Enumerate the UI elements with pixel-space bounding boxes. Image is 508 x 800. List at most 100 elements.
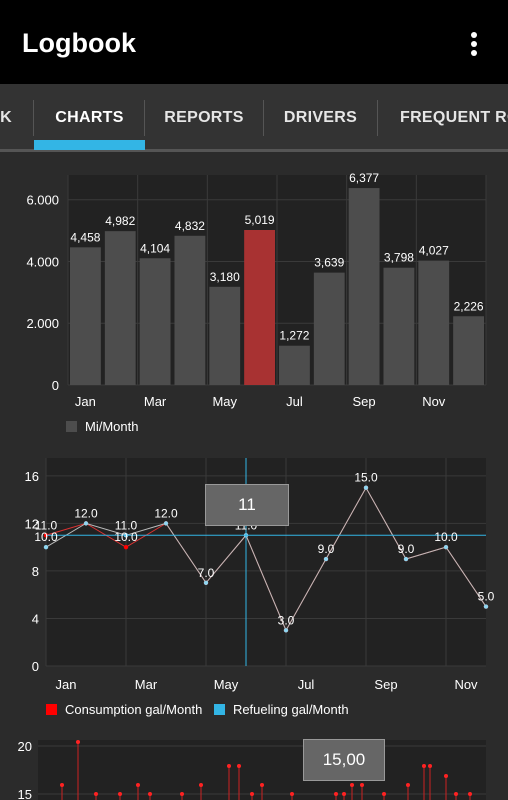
x-tick-label: Sep <box>353 394 376 409</box>
x-tick-label: Nov <box>454 677 478 692</box>
tab-divider <box>263 100 264 136</box>
x-tick-label: Jul <box>298 677 315 692</box>
scatter-point <box>260 783 264 787</box>
legend-label: Mi/Month <box>85 419 139 434</box>
bar <box>313 272 345 385</box>
x-tick-label: Nov <box>422 394 446 409</box>
tab-divider <box>377 100 378 136</box>
overflow-menu-icon[interactable] <box>462 30 486 58</box>
bar-value-label: 4,458 <box>70 230 100 244</box>
tab-charts[interactable]: CHARTS <box>55 109 124 126</box>
bar-value-label: 4,027 <box>419 244 449 258</box>
scatter-point <box>342 792 346 796</box>
bar <box>348 188 380 385</box>
bar <box>418 260 450 385</box>
bar <box>70 247 101 385</box>
series-point <box>43 544 49 550</box>
y-tick-label: 6.000 <box>26 193 59 208</box>
series-point <box>123 544 129 550</box>
tab-drivers[interactable]: DRIVERS <box>283 109 358 126</box>
scatter-point <box>422 764 426 768</box>
x-tick-label: May <box>212 394 237 409</box>
bar <box>139 258 171 385</box>
scatter-point <box>350 783 354 787</box>
bar-value-label: 3,798 <box>384 251 414 265</box>
point-value-label: 10.0 <box>114 530 138 544</box>
scatter-point <box>334 792 338 796</box>
bar <box>383 267 415 385</box>
y-tick-label: 4.000 <box>26 254 59 269</box>
series-point <box>363 485 369 490</box>
legend-label: Refueling gal/Month <box>232 702 349 717</box>
scatter-point <box>382 792 386 796</box>
tab-logbook[interactable]: K <box>0 109 12 126</box>
bar-value-label: 5,019 <box>245 213 275 227</box>
tab-divider <box>33 100 34 136</box>
series-point <box>323 556 329 562</box>
point-value-label: 9.0 <box>318 542 335 556</box>
point-value-label: 10.0 <box>434 530 458 544</box>
y-tick-label: 0 <box>32 659 39 674</box>
series-line <box>45 486 487 632</box>
point-value-label: 5.0 <box>478 590 495 604</box>
point-value-label: 10.0 <box>34 530 58 544</box>
scatter-point <box>199 783 203 787</box>
point-value-label: 9.0 <box>398 542 415 556</box>
line-chart-legend: Consumption gal/Month Refueling gal/Mont… <box>46 702 349 717</box>
scatter-point <box>76 740 80 744</box>
legend-swatch <box>213 704 225 715</box>
y-tick-label: 4 <box>32 611 39 626</box>
scatter-point <box>94 792 98 796</box>
x-tick-label: Sep <box>374 677 397 692</box>
scatter-point <box>148 792 152 796</box>
scatter-chart-tooltip: 15,00 <box>303 739 385 781</box>
bar-value-label: 1,272 <box>279 329 309 343</box>
app-title: Logbook <box>22 28 136 58</box>
y-tick-label: 20 <box>18 739 32 754</box>
scatter-point <box>444 774 448 778</box>
bar <box>279 345 310 385</box>
scatter-point <box>428 764 432 768</box>
series-point <box>83 521 89 526</box>
series-point <box>443 544 449 550</box>
x-tick-label: Mar <box>135 677 158 692</box>
x-tick-label: May <box>214 677 239 692</box>
x-tick-label: Jan <box>75 394 96 409</box>
scatter-point <box>250 792 254 796</box>
tab-frequent-routes[interactable]: FREQUENT RO <box>400 109 508 126</box>
bar-value-label: 3,180 <box>210 270 240 284</box>
series-point <box>163 521 169 526</box>
point-value-label: 11.0 <box>115 518 138 532</box>
tab-bar-underline <box>0 149 508 152</box>
bar-value-label: 3,639 <box>314 256 344 270</box>
scatter-point <box>180 792 184 796</box>
scatter-point <box>454 792 458 796</box>
tab-reports[interactable]: REPORTS <box>164 109 244 126</box>
bar <box>209 286 241 385</box>
scatter-point <box>227 764 231 768</box>
bar-value-label: 2,226 <box>454 299 484 313</box>
x-tick-label: Jul <box>286 394 303 409</box>
bar-value-label: 4,832 <box>175 219 205 233</box>
series-point <box>283 628 289 633</box>
x-tick-label: Mar <box>144 394 167 409</box>
series-point <box>203 580 209 585</box>
y-tick-label: 12 <box>25 516 39 531</box>
legend-label: Consumption gal/Month <box>65 702 203 717</box>
series-point <box>403 556 409 562</box>
y-tick-label: 2.000 <box>26 316 59 331</box>
x-tick-label: Jan <box>56 677 77 692</box>
point-value-label: 12.0 <box>154 506 178 520</box>
bar-value-label: 4,104 <box>140 241 170 255</box>
y-tick-label: 8 <box>32 564 39 579</box>
selected-tab-indicator <box>34 140 145 150</box>
app-bar: Logbook <box>0 0 508 84</box>
bar-chart-legend: Mi/Month <box>66 419 138 434</box>
point-value-label: 15.0 <box>354 471 378 485</box>
scatter-point <box>406 783 410 787</box>
scatter-point <box>468 792 472 796</box>
bar <box>453 316 484 385</box>
tab-bar: K CHARTS REPORTS DRIVERS FREQUENT RO <box>0 84 508 150</box>
tab-divider <box>144 100 145 136</box>
